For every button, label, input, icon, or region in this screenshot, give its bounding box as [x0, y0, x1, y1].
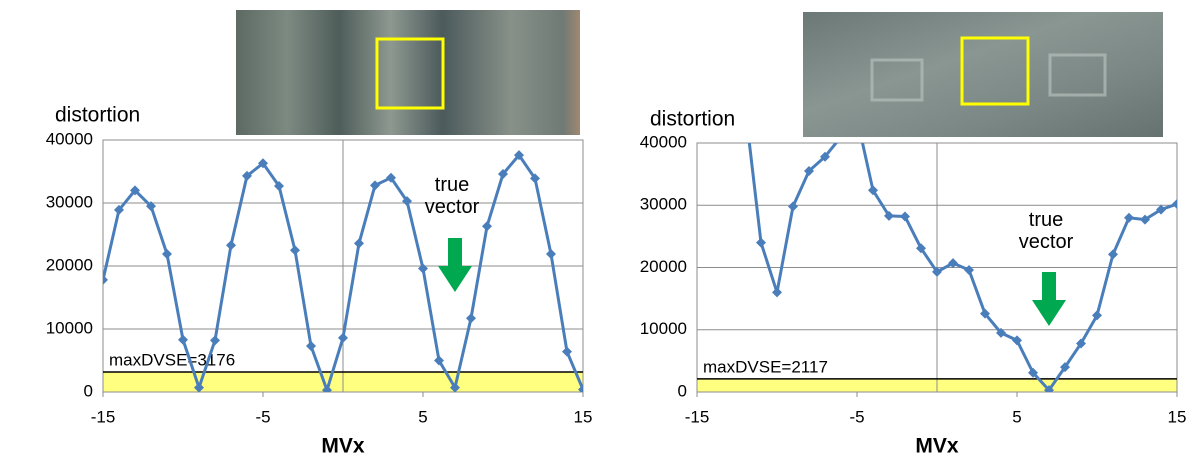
data-point [226, 240, 236, 250]
data-point [772, 287, 782, 297]
photo [236, 10, 580, 135]
data-point [306, 341, 316, 351]
data-point [466, 313, 476, 323]
x-tick-label: -5 [849, 407, 864, 426]
x-tick-label: -5 [255, 407, 270, 426]
x-tick-label: 15 [574, 407, 593, 426]
threshold-label: maxDVSE=2117 [703, 357, 828, 376]
y-axis-title: distortion [55, 104, 140, 127]
data-point [756, 238, 766, 248]
photo [803, 12, 1163, 137]
data-point [338, 333, 348, 343]
y-tick-label: 0 [84, 381, 93, 400]
figure: 0 10000 20000 30000 40000 -15 -5 5 15 maxDVSE=317… [0, 0, 1193, 468]
y-tick-label: 20000 [46, 255, 93, 274]
data-point [178, 335, 188, 345]
data-point [210, 335, 220, 345]
x-tick-label: 5 [1012, 407, 1021, 426]
data-point [290, 245, 300, 255]
data-point [162, 249, 172, 259]
plot [740, 101, 1182, 395]
y-tick-label: 40000 [640, 132, 687, 151]
data-point [546, 249, 556, 259]
y-tick-label: 20000 [640, 257, 687, 276]
data-point [370, 180, 380, 190]
arrow [438, 238, 472, 292]
threshold-label: maxDVSE=3176 [109, 350, 235, 369]
data-point [964, 265, 974, 275]
data-point [1108, 249, 1118, 259]
y-tick-label: 30000 [46, 192, 93, 211]
x-tick-label: -15 [91, 407, 116, 426]
x-axis-title: MVx [915, 435, 959, 458]
x-tick-label: 5 [418, 407, 427, 426]
x-axis-title: MVx [321, 435, 365, 458]
x-tick-label: 15 [1168, 407, 1187, 426]
y-tick-label: 40000 [46, 129, 93, 148]
data-point [1012, 335, 1022, 345]
y-axis-title: distortion [650, 108, 735, 131]
data-point [354, 238, 364, 248]
data-point [482, 221, 492, 231]
y-tick-label: 10000 [640, 319, 687, 338]
x-tick-label: -15 [685, 407, 710, 426]
data-point [900, 211, 910, 221]
data-point [740, 101, 750, 111]
data-point [788, 201, 798, 211]
y-tick-label: 30000 [640, 195, 687, 214]
data-line [745, 106, 1177, 390]
y-tick-label: 0 [678, 381, 687, 400]
data-point [1172, 199, 1182, 209]
y-tick-label: 10000 [46, 318, 93, 337]
data-point [418, 264, 428, 274]
data-point [1124, 213, 1134, 223]
arrow [1032, 272, 1066, 326]
data-point [562, 347, 572, 357]
data-point [98, 275, 108, 285]
